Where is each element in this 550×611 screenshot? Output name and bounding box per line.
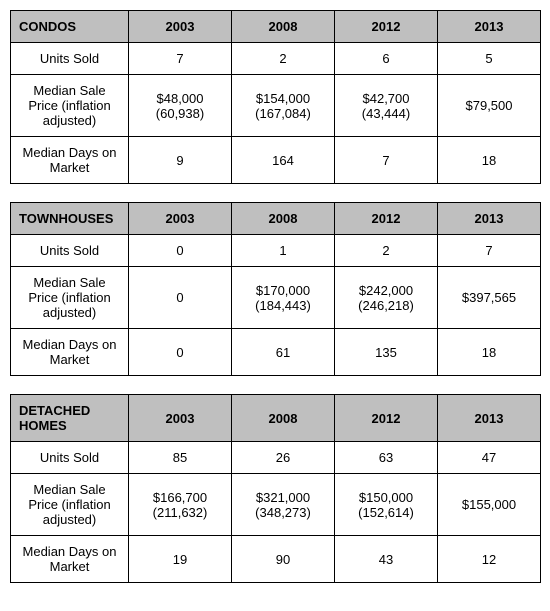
column-header: 2003 <box>129 11 232 43</box>
data-table: TOWNHOUSES2003200820122013Units Sold0127… <box>10 202 541 376</box>
price-main: $79,500 <box>444 98 534 113</box>
column-header: 2008 <box>232 203 335 235</box>
cell-price: $150,000(152,614) <box>335 474 438 536</box>
price-sub: (43,444) <box>341 106 431 121</box>
column-header: 2013 <box>438 11 541 43</box>
row-label-days: Median Days on Market <box>11 329 129 376</box>
row-label-price: Median Sale Price (inflation adjusted) <box>11 267 129 329</box>
cell-units: 7 <box>438 235 541 267</box>
price-main: $321,000 <box>238 490 328 505</box>
price-main: $166,700 <box>135 490 225 505</box>
cell-days: 135 <box>335 329 438 376</box>
cell-days: 90 <box>232 536 335 583</box>
cell-price: $48,000(60,938) <box>129 75 232 137</box>
cell-days: 164 <box>232 137 335 184</box>
cell-price: $321,000(348,273) <box>232 474 335 536</box>
cell-price: $170,000(184,443) <box>232 267 335 329</box>
column-header: 2003 <box>129 203 232 235</box>
cell-price: $397,565 <box>438 267 541 329</box>
cell-units: 63 <box>335 442 438 474</box>
column-header: 2013 <box>438 203 541 235</box>
cell-units: 1 <box>232 235 335 267</box>
cell-days: 12 <box>438 536 541 583</box>
price-main: $155,000 <box>444 497 534 512</box>
data-table: CONDOS2003200820122013Units Sold7265Medi… <box>10 10 541 184</box>
cell-days: 18 <box>438 329 541 376</box>
cell-days: 19 <box>129 536 232 583</box>
cell-units: 26 <box>232 442 335 474</box>
price-sub: (211,632) <box>135 505 225 520</box>
cell-units: 7 <box>129 43 232 75</box>
row-label-days: Median Days on Market <box>11 536 129 583</box>
cell-price: $242,000(246,218) <box>335 267 438 329</box>
cell-price: $79,500 <box>438 75 541 137</box>
tables-container: CONDOS2003200820122013Units Sold7265Medi… <box>10 10 540 583</box>
price-main: $170,000 <box>238 283 328 298</box>
price-main: 0 <box>135 290 225 305</box>
cell-units: 2 <box>335 235 438 267</box>
price-sub: (60,938) <box>135 106 225 121</box>
row-label-units: Units Sold <box>11 235 129 267</box>
table-title: CONDOS <box>11 11 129 43</box>
cell-units: 85 <box>129 442 232 474</box>
price-main: $397,565 <box>444 290 534 305</box>
price-sub: (152,614) <box>341 505 431 520</box>
cell-days: 9 <box>129 137 232 184</box>
column-header: 2003 <box>129 395 232 442</box>
cell-days: 0 <box>129 329 232 376</box>
cell-price: $166,700(211,632) <box>129 474 232 536</box>
price-sub: (184,443) <box>238 298 328 313</box>
price-main: $150,000 <box>341 490 431 505</box>
price-sub: (167,084) <box>238 106 328 121</box>
cell-units: 47 <box>438 442 541 474</box>
column-header: 2012 <box>335 11 438 43</box>
cell-price: $155,000 <box>438 474 541 536</box>
column-header: 2013 <box>438 395 541 442</box>
price-main: $242,000 <box>341 283 431 298</box>
cell-days: 18 <box>438 137 541 184</box>
column-header: 2012 <box>335 203 438 235</box>
cell-price: 0 <box>129 267 232 329</box>
cell-days: 43 <box>335 536 438 583</box>
table-title: TOWNHOUSES <box>11 203 129 235</box>
price-sub: (246,218) <box>341 298 431 313</box>
cell-days: 61 <box>232 329 335 376</box>
table-title: DETACHED HOMES <box>11 395 129 442</box>
column-header: 2008 <box>232 395 335 442</box>
row-label-units: Units Sold <box>11 442 129 474</box>
price-main: $48,000 <box>135 91 225 106</box>
row-label-units: Units Sold <box>11 43 129 75</box>
data-table: DETACHED HOMES2003200820122013 Units Sold… <box>10 394 541 583</box>
cell-units: 2 <box>232 43 335 75</box>
price-sub: (348,273) <box>238 505 328 520</box>
cell-units: 6 <box>335 43 438 75</box>
row-label-price: Median Sale Price (inflation adjusted) <box>11 75 129 137</box>
row-label-price: Median Sale Price (inflation adjusted) <box>11 474 129 536</box>
cell-days: 7 <box>335 137 438 184</box>
price-main: $42,700 <box>341 91 431 106</box>
price-main: $154,000 <box>238 91 328 106</box>
column-header: 2012 <box>335 395 438 442</box>
row-label-days: Median Days on Market <box>11 137 129 184</box>
column-header: 2008 <box>232 11 335 43</box>
cell-price: $42,700(43,444) <box>335 75 438 137</box>
cell-price: $154,000(167,084) <box>232 75 335 137</box>
cell-units: 5 <box>438 43 541 75</box>
cell-units: 0 <box>129 235 232 267</box>
